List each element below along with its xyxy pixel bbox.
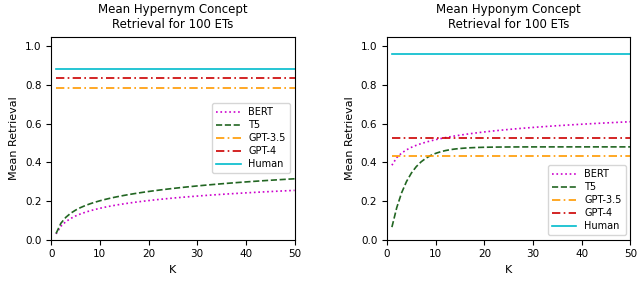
X-axis label: K: K xyxy=(169,265,177,275)
X-axis label: K: K xyxy=(505,265,513,275)
Title: Mean Hyponym Concept
Retrieval for 100 ETs: Mean Hyponym Concept Retrieval for 100 E… xyxy=(436,3,581,31)
Legend: BERT, T5, GPT-3.5, GPT-4, Human: BERT, T5, GPT-3.5, GPT-4, Human xyxy=(212,103,290,173)
Title: Mean Hypernym Concept
Retrieval for 100 ETs: Mean Hypernym Concept Retrieval for 100 … xyxy=(98,3,248,31)
Y-axis label: Mean Retrieval: Mean Retrieval xyxy=(10,96,19,180)
Legend: BERT, T5, GPT-3.5, GPT-4, Human: BERT, T5, GPT-3.5, GPT-4, Human xyxy=(548,166,625,235)
Y-axis label: Mean Retrieval: Mean Retrieval xyxy=(345,96,355,180)
